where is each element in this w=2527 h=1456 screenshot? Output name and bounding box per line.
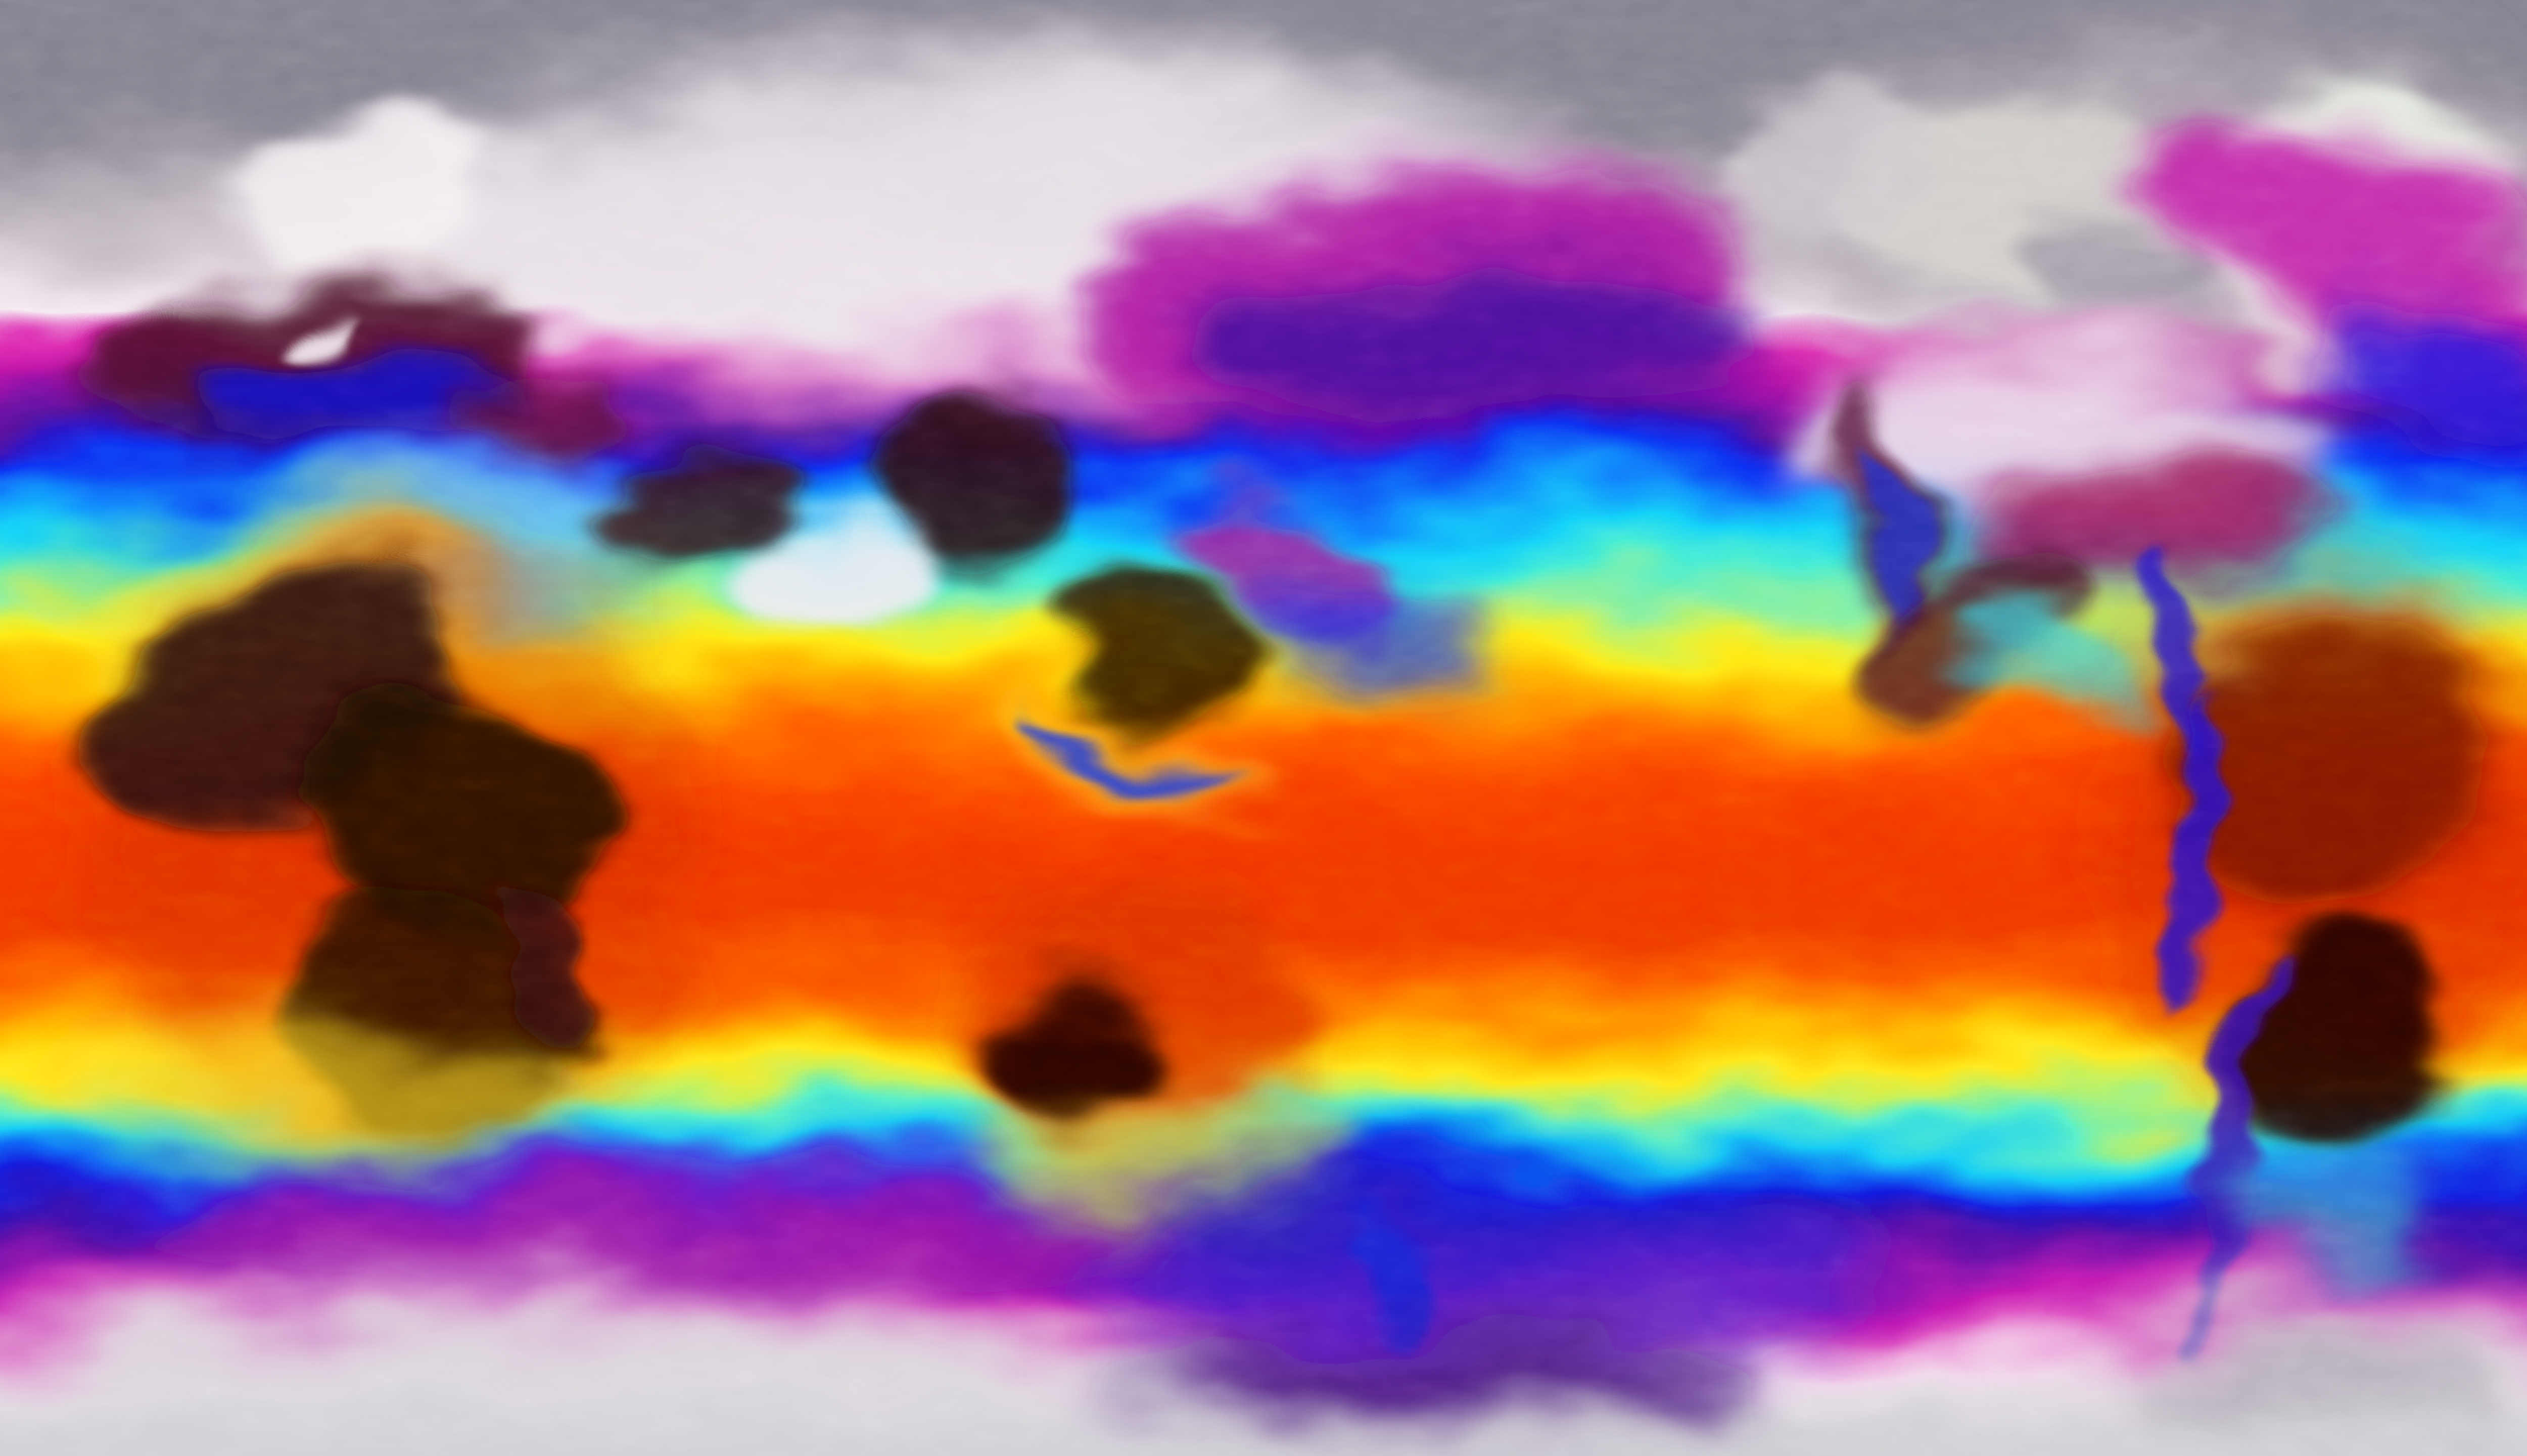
global-temperature-map <box>0 0 2527 1456</box>
map-canvas <box>0 0 2527 1456</box>
turbulence-grain-overlay <box>0 0 2527 1456</box>
